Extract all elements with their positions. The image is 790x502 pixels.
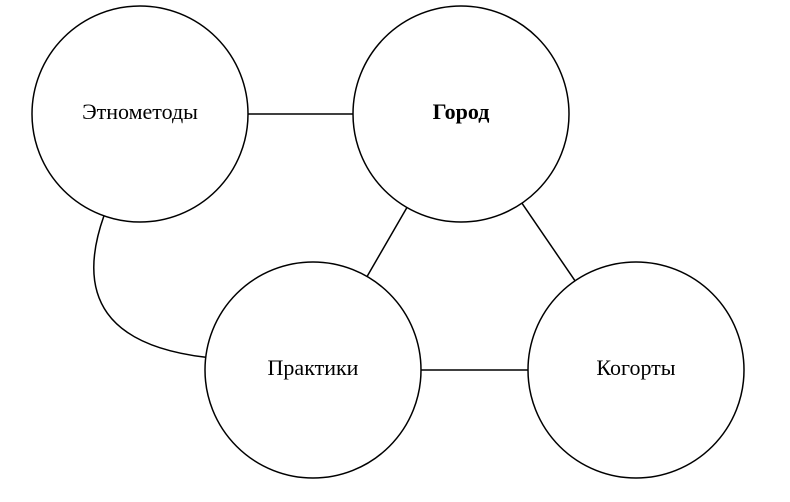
node-practices-label: Практики	[268, 355, 359, 380]
edge-city-practices	[367, 207, 407, 276]
node-city-label: Город	[433, 99, 490, 124]
node-cohorts: Когорты	[528, 262, 744, 478]
node-ethnomethods: Этнометоды	[32, 6, 248, 222]
network-diagram: Этнометоды Город Практики Когорты	[0, 0, 790, 502]
node-city: Город	[353, 6, 569, 222]
edge-city-cohorts	[522, 203, 575, 281]
node-practices: Практики	[205, 262, 421, 478]
node-ethnomethods-label: Этнометоды	[82, 99, 198, 124]
node-cohorts-label: Когорты	[596, 355, 675, 380]
edge-ethnomethods-practices	[94, 216, 206, 357]
nodes-layer: Этнометоды Город Практики Когорты	[32, 6, 744, 478]
